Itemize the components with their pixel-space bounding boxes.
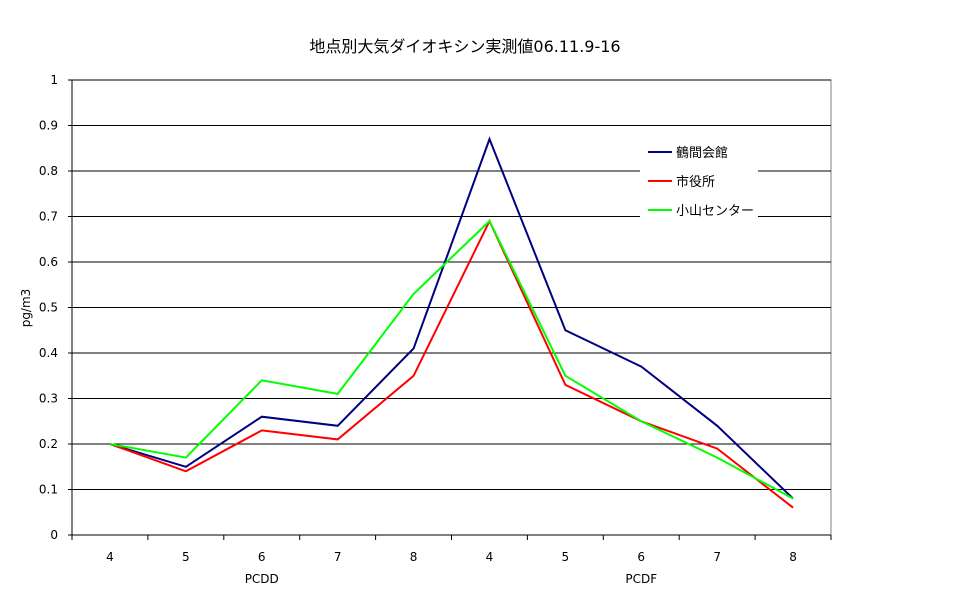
legend-label: 鶴間会館 bbox=[676, 145, 728, 161]
y-tick-label: 0.6 bbox=[39, 255, 58, 269]
x-tick-label: 7 bbox=[713, 550, 721, 564]
x-group-label: PCDF bbox=[625, 572, 657, 586]
legend-box bbox=[640, 134, 758, 223]
y-tick-label: 1 bbox=[50, 73, 58, 87]
x-tick-label: 6 bbox=[637, 550, 645, 564]
x-tick-label: 4 bbox=[486, 550, 494, 564]
y-tick-label: 0 bbox=[50, 528, 58, 542]
y-tick-label: 0.7 bbox=[39, 210, 58, 224]
x-tick-label: 4 bbox=[106, 550, 114, 564]
x-tick-label: 5 bbox=[182, 550, 190, 564]
y-axis-title: pg/m3 bbox=[19, 289, 33, 328]
x-tick-label: 8 bbox=[410, 550, 418, 564]
series-lines bbox=[109, 136, 794, 509]
x-tick-label: 5 bbox=[562, 550, 570, 564]
x-tick-label: 8 bbox=[789, 550, 797, 564]
series-line bbox=[109, 218, 794, 509]
y-tick-label: 0.1 bbox=[39, 483, 58, 497]
legend-label: 市役所 bbox=[676, 174, 715, 190]
series-line bbox=[109, 136, 794, 500]
y-tick-label: 0.3 bbox=[39, 392, 58, 406]
y-tick-label: 0.2 bbox=[39, 437, 58, 451]
legend-label: 小山センター bbox=[676, 204, 754, 219]
y-tick-label: 0.5 bbox=[39, 301, 58, 315]
y-tick-label: 0.9 bbox=[39, 119, 58, 133]
axes: 0 0.1 0.2 0.3 0.4 0.5 0.6 0.7 0.8 0.9 1 4 5 6 7 8 4 5 6 7 8 P… bbox=[39, 73, 832, 586]
series-line bbox=[109, 219, 794, 500]
y-tick-label: 0.8 bbox=[39, 164, 58, 178]
x-group-label: PCDD bbox=[245, 572, 279, 586]
x-tick-label: 6 bbox=[258, 550, 266, 564]
chart-title: 地点別大気ダイオキシン実測値06.11.9-16 bbox=[309, 37, 620, 56]
y-tick-label: 0.4 bbox=[39, 346, 58, 360]
x-tick-label: 7 bbox=[334, 550, 342, 564]
